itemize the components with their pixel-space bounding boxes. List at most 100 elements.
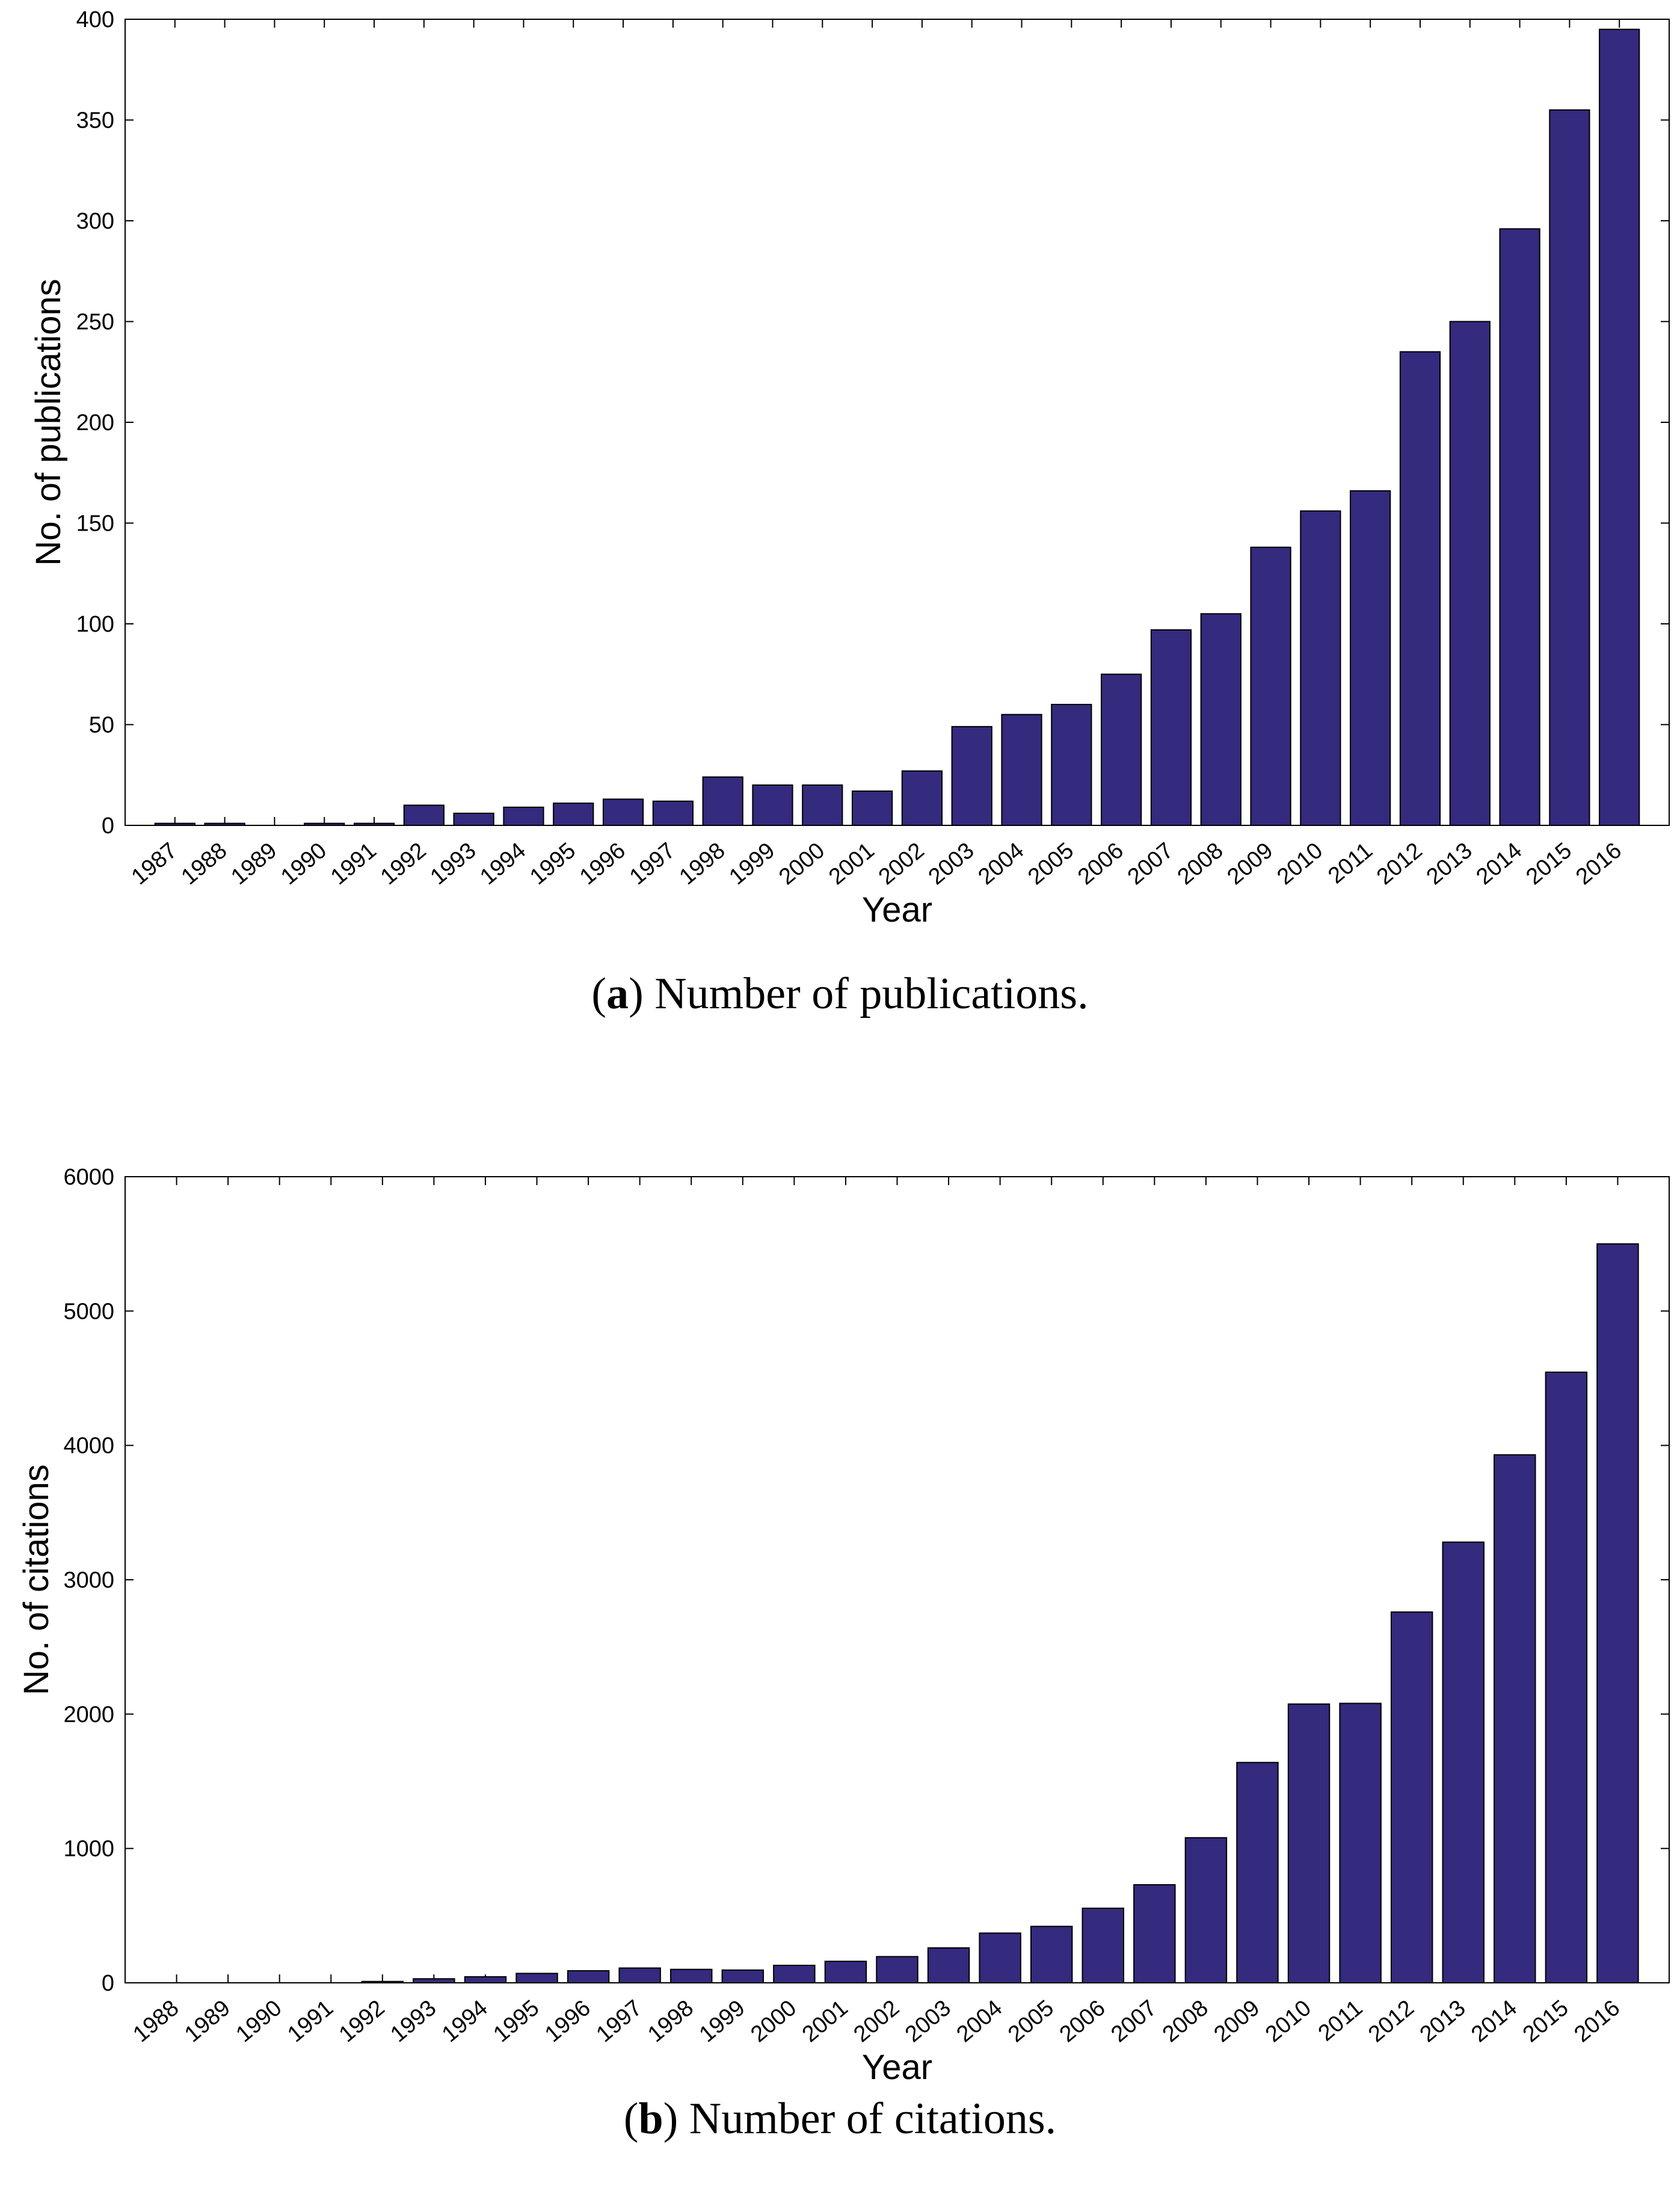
x-tick-label: 2015 (1518, 1995, 1574, 2048)
x-tick-label: 1991 (283, 1995, 338, 2048)
x-tick-label: 1994 (437, 1995, 493, 2048)
caption-b-text: Number of citations. (678, 2094, 1057, 2143)
y-tick-label: 50 (89, 713, 114, 738)
bar-2014 (1494, 1454, 1536, 1983)
x-tick-label: 2015 (1521, 838, 1577, 890)
x-tick-label: 1990 (276, 838, 331, 890)
bar-2015 (1549, 109, 1590, 826)
bar-1987 (154, 822, 195, 827)
x-tick-label: 2012 (1364, 1995, 1419, 2048)
bar-2000 (802, 784, 843, 826)
y-tick-label: 200 (76, 410, 114, 436)
x-tick-label: 2013 (1415, 1995, 1471, 2048)
bar-1998 (702, 776, 743, 826)
y-tick-label: 2000 (63, 1702, 114, 1727)
y-tick-label: 4000 (63, 1434, 114, 1459)
x-tick-label: 2009 (1223, 838, 1278, 890)
x-tick-label: 1994 (475, 838, 531, 890)
x-tick-label: 2007 (1123, 838, 1178, 890)
bar-2012 (1390, 1611, 1433, 1983)
x-tick-label: 1998 (643, 1995, 698, 2048)
x-tick-label: 1998 (675, 838, 730, 890)
bar-1988 (204, 822, 245, 827)
x-tick-label: 2002 (874, 838, 929, 890)
bar-2016 (1596, 1243, 1639, 1984)
x-tick-label: 1988 (177, 838, 232, 890)
x-tick-label: 1992 (334, 1995, 390, 2048)
x-tick-label: 2004 (974, 838, 1029, 890)
caption-a-label: a (606, 969, 629, 1018)
bar-2015 (1545, 1371, 1588, 1983)
bar-2004 (1001, 713, 1042, 826)
x-axis-title: Year (862, 890, 932, 929)
bar-2002 (876, 1956, 918, 1983)
x-tick-label: 2005 (1003, 1995, 1059, 2048)
bar-2007 (1133, 1884, 1176, 1984)
y-axis-title: No. of publications (29, 279, 68, 565)
bar-2011 (1339, 1702, 1382, 1983)
x-tick-label: 1995 (525, 838, 580, 890)
y-tick-label: 6000 (63, 1165, 114, 1190)
bar-2008 (1200, 613, 1242, 826)
x-tick-label: 1995 (489, 1995, 544, 2048)
bar-1996 (567, 1970, 610, 1984)
bar-2005 (1051, 704, 1092, 826)
bar-2006 (1101, 673, 1142, 826)
x-tick-label: 2001 (824, 838, 879, 890)
y-tick-label: 300 (76, 209, 114, 234)
chart-citations: 0100020003000400050006000198819891990199… (17, 1165, 1670, 2081)
bar-2011 (1350, 490, 1391, 826)
bar-1993 (413, 1978, 455, 1984)
y-tick-label: 350 (76, 108, 114, 134)
bar-2001 (824, 1961, 867, 1984)
bar-2007 (1150, 629, 1192, 827)
bar-1994 (464, 1976, 507, 1983)
x-tick-label: 2010 (1261, 1995, 1316, 2048)
x-tick-label: 2006 (1073, 838, 1128, 890)
chart-publications: 0 50 100 150 200 250 300 350 400 1987198819891990… (29, 7, 1670, 929)
x-tick-label: 1988 (129, 1995, 184, 2048)
bar-1995 (553, 803, 594, 827)
bar-2002 (901, 770, 943, 827)
bar-2009 (1250, 546, 1291, 826)
bar-2006 (1082, 1908, 1124, 1984)
x-tick-label: 2005 (1023, 838, 1078, 890)
x-tick-label: 2009 (1209, 1995, 1264, 2048)
x-tick-label: 2001 (798, 1995, 853, 2048)
x-tick-label: 2014 (1466, 1995, 1522, 2048)
y-tick-label: 0 (102, 813, 114, 839)
x-tick-label: 1987 (127, 838, 182, 890)
caption-a: (a) Number of publications. (591, 969, 1089, 1018)
figure-b: 0 1000 2000 3000 4000 5000 6000 1988 1989 1990 199… (0, 1143, 1680, 2202)
y-tick-label: 5000 (63, 1299, 114, 1324)
x-tick-label: 1990 (232, 1995, 287, 2048)
x-tick-label: 2002 (849, 1995, 905, 2048)
x-tick-label: 1997 (592, 1995, 647, 2048)
bar-2003 (951, 726, 992, 826)
plot-frame (125, 1176, 1670, 1983)
x-tick-label: 1999 (695, 1995, 750, 2048)
bar-2001 (851, 790, 893, 827)
y-tick-label: 150 (76, 511, 114, 537)
x-tick-label: 2003 (924, 838, 979, 890)
x-tick-label: 2014 (1472, 838, 1527, 890)
x-tick-label: 1996 (575, 838, 630, 890)
x-tick-label: 1989 (180, 1995, 235, 2048)
bar-1995 (515, 1973, 558, 1984)
y-tick-label: 100 (76, 612, 114, 637)
x-tick-label: 2000 (774, 838, 829, 890)
x-tick-label: 2011 (1314, 1995, 1368, 2047)
x-tick-label: 1996 (540, 1995, 595, 2048)
x-tick-label: 2016 (1571, 838, 1626, 890)
bar-2010 (1300, 510, 1341, 826)
bar-2003 (927, 1947, 970, 1984)
bar-1996 (602, 798, 644, 826)
figure-a: 0 50 100 150 200 250 300 350 400 1987 1988 1989 1990… (0, 0, 1680, 1059)
bar-1992 (361, 1980, 404, 1984)
caption-a-text: Number of publications. (643, 969, 1089, 1018)
bar-2014 (1499, 228, 1540, 826)
bar-1999 (752, 784, 793, 826)
x-tick-label: 2010 (1272, 838, 1328, 890)
bar-2009 (1236, 1761, 1279, 1983)
bar-1994 (503, 806, 544, 826)
